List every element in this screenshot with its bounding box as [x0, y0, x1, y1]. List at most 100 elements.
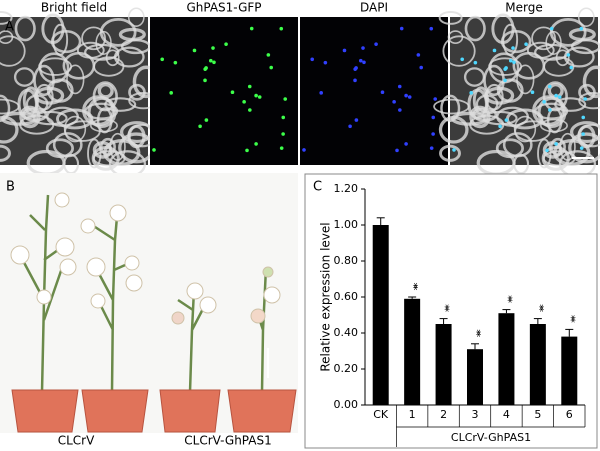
cell-outline [442, 35, 476, 67]
cell-outline [113, 46, 145, 68]
cell-outline [568, 132, 600, 164]
bar [529, 324, 546, 405]
nucleus [269, 65, 274, 70]
bar [435, 324, 452, 405]
error-bar [471, 343, 479, 350]
nucleus [398, 108, 402, 112]
micrograph-bg [300, 17, 448, 165]
cell-outline [563, 46, 595, 68]
cell-outline [128, 83, 146, 101]
bar [372, 225, 389, 405]
cell-outline [41, 13, 65, 45]
nucleus [433, 97, 438, 101]
cell-outline [496, 106, 530, 127]
nucleus [530, 90, 535, 95]
nucleus [160, 57, 165, 62]
y-tick-label: 0.80 [334, 254, 359, 267]
panel-label: A [5, 20, 14, 35]
nucleus [254, 93, 258, 98]
cell-outline [438, 11, 463, 25]
nucleus [583, 97, 588, 101]
nucleus [498, 124, 502, 129]
nucleus [469, 91, 473, 95]
nucleus [242, 100, 246, 104]
cell-outline [438, 115, 469, 144]
cell-outline [469, 105, 491, 129]
cell-outline [491, 13, 515, 45]
cell-outline [467, 88, 489, 120]
nucleus [302, 148, 306, 152]
nucleus [348, 124, 352, 129]
y-tick-label: 1.20 [334, 182, 359, 195]
bar [498, 313, 515, 405]
x-tick-label: 1 [409, 408, 416, 421]
nucleus [281, 132, 285, 136]
nucleus [399, 26, 404, 31]
nucleus [224, 42, 228, 46]
nucleus [404, 93, 408, 98]
nucleus [358, 58, 363, 63]
y-tick-label: 0.20 [334, 362, 359, 375]
cell-outline [541, 145, 570, 171]
nucleus [395, 148, 399, 153]
nucleus [342, 48, 347, 53]
x-tick-label: 5 [534, 408, 541, 421]
nucleus [283, 97, 288, 101]
nucleus [198, 124, 202, 129]
cell-outline [66, 64, 85, 95]
error-bar [376, 217, 385, 225]
cell-outline [92, 81, 118, 112]
nucleus [230, 90, 235, 95]
cell-outline [63, 115, 87, 143]
cell-outline [14, 15, 36, 42]
nucleus [362, 60, 366, 65]
nucleus [554, 142, 558, 146]
nucleus [392, 100, 396, 104]
nucleus [548, 108, 552, 112]
nucleus [247, 84, 252, 89]
cell-outline [90, 118, 118, 133]
nucleus [419, 65, 424, 70]
channel-label: GhPAS1-GFP [186, 1, 261, 15]
nucleus [492, 48, 497, 53]
micrograph [300, 17, 448, 165]
channel-label: Merge [505, 1, 542, 15]
channel-label: Bright field [41, 1, 107, 15]
y-tick-label: 0.60 [334, 290, 359, 303]
nucleus [504, 118, 509, 122]
nucleus [511, 46, 515, 50]
error-bar [533, 318, 542, 324]
nucleus [452, 148, 456, 152]
flowers [10, 192, 281, 325]
x-tick-label: 2 [440, 408, 447, 421]
nucleus [266, 53, 271, 57]
nucleus [323, 60, 328, 65]
nucleus [429, 146, 434, 150]
nucleus [204, 118, 209, 122]
cell-outline [0, 115, 19, 144]
nucleus [279, 26, 284, 31]
nucleus [254, 142, 258, 146]
cell-outline [91, 145, 120, 171]
pots [11, 389, 297, 433]
nucleus [554, 93, 558, 98]
plant-photo [0, 173, 298, 433]
significance-label: ** [439, 304, 452, 313]
micrograph [433, 7, 600, 178]
error-bar [408, 296, 417, 299]
cell-outline [531, 26, 556, 51]
nucleus [212, 60, 216, 65]
bar [404, 298, 421, 405]
y-tick-label: 0.00 [334, 398, 359, 411]
x-tick-label: 6 [566, 408, 573, 421]
microscopy-row [0, 7, 600, 178]
group-label: CLCrV [58, 434, 95, 448]
nucleus [581, 132, 585, 136]
nucleus [524, 42, 528, 46]
nucleus [211, 46, 215, 50]
cell-outline [81, 26, 106, 51]
nucleus [279, 146, 284, 150]
cell-outline [540, 118, 568, 133]
cell-outline [496, 78, 524, 103]
